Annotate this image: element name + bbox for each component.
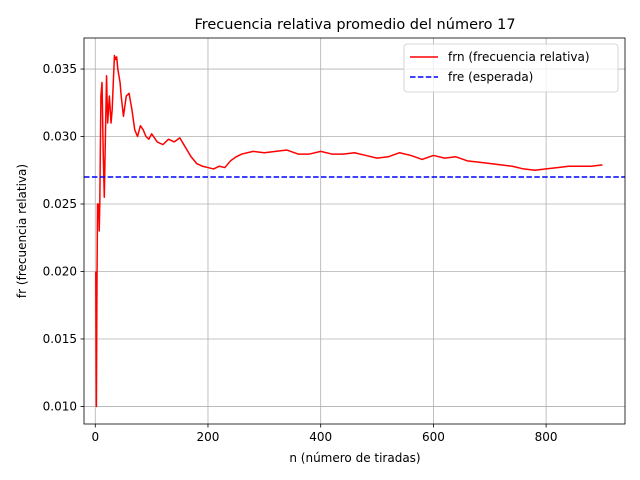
x-axis: 0 200 400 600 800 (91, 424, 558, 444)
y-tick-label: 0.010 (43, 399, 77, 413)
chart-title: Frecuencia relativa promedio del número … (194, 17, 515, 33)
x-tick-label: 200 (197, 430, 220, 444)
legend-box (403, 43, 619, 93)
y-tick-label: 0.030 (43, 130, 77, 144)
y-tick-label: 0.015 (43, 332, 77, 346)
plot-frame (83, 37, 626, 425)
legend: frn (frecuencia relativa) fre (esperada) (403, 43, 619, 93)
legend-label-fre: fre (esperada) (448, 70, 533, 84)
y-tick-label: 0.025 (43, 197, 77, 211)
x-tick-label: 800 (535, 430, 558, 444)
x-tick-label: 0 (91, 430, 99, 444)
x-axis-label: n (número de tiradas) (289, 451, 420, 465)
legend-label-frn: frn (frecuencia relativa) (448, 50, 590, 64)
x-tick-label: 600 (422, 430, 445, 444)
series-layer (84, 54, 625, 408)
y-axis: 0.010 0.015 0.020 0.025 0.030 0.035 (43, 62, 84, 413)
y-tick-label: 0.035 (43, 62, 77, 76)
y-tick-label: 0.020 (43, 264, 77, 278)
series-line-frn (95, 54, 603, 408)
x-tick-label: 400 (309, 430, 332, 444)
y-axis-label: fr (frecuencia relativa) (15, 164, 29, 298)
